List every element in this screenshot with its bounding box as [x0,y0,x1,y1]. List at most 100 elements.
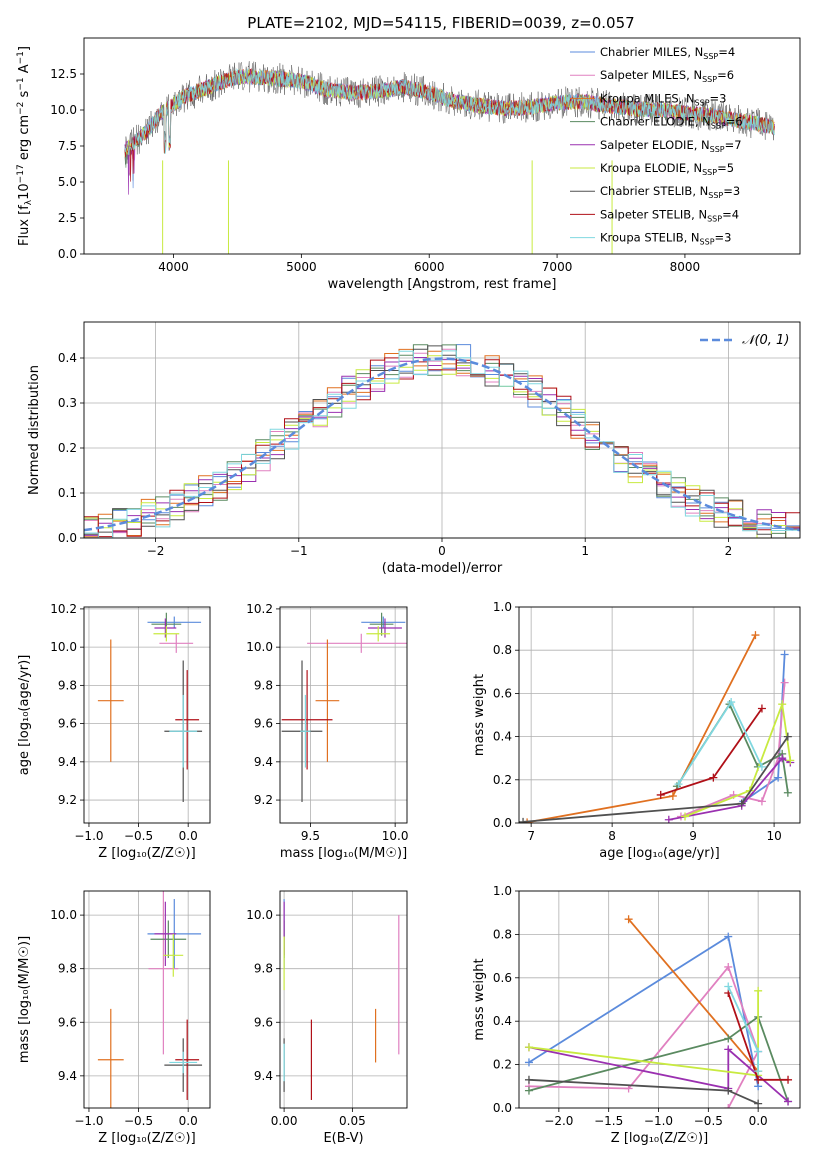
x-tick-label: −1.0 [74,1114,103,1128]
y-tick-label: 9.8 [58,678,77,692]
legend-label-gaussian: 𝒩(0, 1) [742,333,789,348]
weight-marker-KS [754,1047,763,1056]
weight-line-KS [677,700,763,785]
y-tick-label: 9.4 [254,1069,273,1083]
legend-label-CS: Chabrier STELIB, NSSP=3 [600,184,740,200]
y-tick-label: 10.0 [50,103,77,117]
axes-frame [83,606,211,824]
y-tick-label: 9.2 [254,793,273,807]
y-tick-label: 0.1 [58,486,77,500]
y-tick-label: 9.6 [254,1015,273,1029]
plot-area-residuals [84,344,800,538]
weight-marker-CM [780,650,789,659]
weight-marker-SS [709,773,718,782]
weight-marker-KE [778,700,787,709]
y-tick-label: 9.8 [254,678,273,692]
spectrum-SE [124,68,775,195]
legend-label-part: SSP [707,214,722,223]
x-tick-label: −2.0 [544,1114,573,1128]
legend-label-part: =6 [726,115,743,129]
weight-marker-SS [754,1075,763,1084]
legend-label-CE: Chabrier ELODIE, NSSP=6 [600,115,743,131]
gaussian-curve [84,357,800,532]
y-tick-label: 10.0 [50,640,77,654]
x-tick-label: 10.0 [382,829,409,843]
axes-frame [279,606,408,824]
weight-marker-SE [664,815,673,823]
y-tick-label: 0.6 [493,971,512,985]
legend-label-part: Kroupa MILES, N [600,91,695,105]
legend-label-part: SSP [710,145,725,154]
y-tick-label: 0.2 [58,441,77,455]
x-tick-label: 0.0 [749,1114,768,1128]
weight-line-KE [528,990,759,1077]
legend-label-part: Salpeter ELODIE, N [600,138,710,152]
weight-line-KE [684,703,792,818]
axes-mass_vs_Z: −1.0 −0.5 0.0 9.4 9.6 9.8 10.0 Z [log₁₀(Z/Z☉)] m… [17,890,211,1146]
x-tick-label: 8000 [670,260,701,274]
weight-marker-CM [524,1058,533,1067]
weight-marker-KS [674,780,683,789]
weight-line-SE [668,757,791,821]
weight-marker-CE [724,1034,733,1043]
weight-marker-SS [757,704,766,713]
plot-area-mass_vs_Z [97,891,203,1108]
legend-label-SS: Salpeter STELIB, NSSP=4 [600,207,739,223]
legend-label-part: SSP [695,98,710,107]
y-tick-label: 1.0 [493,884,512,898]
y-label-part: 10 [17,183,32,200]
y-tick-label: 10.0 [246,908,273,922]
weight-marker-SM [757,797,766,806]
plot-area-spectrum [124,61,775,254]
legend-label-KS: Kroupa STELIB, NSSP=3 [600,231,731,247]
figure-title: PLATE=2102, MJD=54115, FIBERID=0039, z=0… [247,14,634,32]
x-tick-label: −2 [147,544,165,558]
weight-line-CS [522,736,789,823]
legend-label-part: Salpeter MILES, N [600,68,702,82]
weight-line-KM [526,634,757,823]
y-tick-label: 10.2 [246,602,273,616]
legend-label-part: SSP [700,238,715,247]
x-tick-label: 4000 [158,260,189,274]
x-tick-label: −1.0 [644,1114,673,1128]
x-tick-label: 9 [689,829,697,843]
legend-label-part: SSP [702,168,717,177]
weight-line-KM [627,918,759,1072]
legend-label-part: =7 [725,138,742,152]
weight-marker-CM [724,932,733,941]
x-axis-label: Z [log₁₀(Z/Z☉)] [98,846,195,861]
axes-frame [83,321,801,539]
x-tick-label: 6000 [414,260,445,274]
y-tick-label: 0.8 [493,927,512,941]
spectrum-KS [124,68,775,156]
legend-label-part: Kroupa ELODIE, N [600,161,702,175]
plot-area-mass_vs_ebv [283,899,400,1100]
axes-frame [518,890,801,1109]
weight-marker-SE [778,754,787,763]
legend-label-part: SSP [711,122,726,131]
histogram-SS [84,357,800,538]
weight-line-CM [528,935,759,1087]
x-tick-label: 8 [608,829,616,843]
plot-area-age_vs_mass [281,612,407,802]
y-label-part: erg cm [17,115,32,164]
x-tick-label: −1 [290,544,308,558]
weight-line-CE [528,1015,789,1102]
weight-marker-KS [757,762,766,771]
axes-frame [83,890,211,1109]
weight-marker-KE [681,812,690,821]
x-tick-label: 0 [438,544,446,558]
y-tick-label: 9.2 [58,793,77,807]
x-tick-label: −0.5 [124,829,153,843]
y-tick-label: 9.6 [58,1015,77,1029]
y-tick-label: 10.0 [246,640,273,654]
plot-area-weight_vs_age [519,631,795,823]
y-tick-label: 9.8 [254,962,273,976]
axes-frame [518,606,801,824]
x-axis-label: mass [log₁₀(M/M☉)] [280,846,407,861]
x-tick-label: −1.0 [74,829,103,843]
y-tick-label: 10.0 [50,908,77,922]
legend-label-part: =3 [710,91,727,105]
histogram-KS [84,350,800,538]
